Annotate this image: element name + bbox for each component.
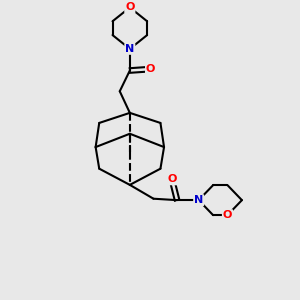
Text: O: O (146, 64, 155, 74)
Text: O: O (223, 210, 232, 220)
Text: N: N (125, 44, 134, 54)
Text: O: O (125, 2, 134, 12)
Text: O: O (167, 174, 177, 184)
Text: N: N (194, 195, 203, 205)
